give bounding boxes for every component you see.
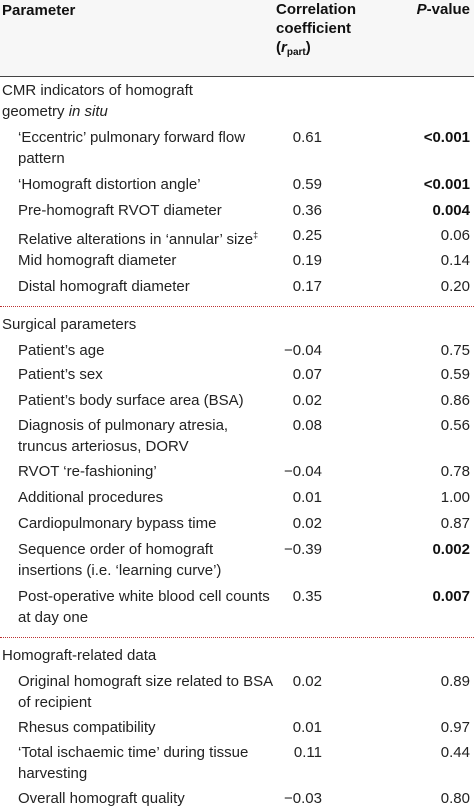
row-pvalue: 0.56 (440, 417, 470, 434)
row-label: Additional procedures (18, 489, 164, 506)
section-title-line1: Homograft-related data (2, 647, 157, 664)
row-label: RVOT ‘re-fashioning’ (18, 463, 157, 480)
row-label: Post-operative white blood cell counts a… (18, 588, 270, 626)
header-corr-line2: coefficient (276, 20, 352, 37)
row-label: Cardiopulmonary bypass time (18, 515, 217, 532)
row-correlation: −0.03 (284, 790, 322, 807)
row-pvalue: 0.14 (440, 252, 470, 269)
row-correlation: 0.36 (292, 202, 322, 219)
header-pvalue-rest: -value (426, 1, 470, 18)
section-title-line2: geometry in situ (2, 101, 193, 122)
row-pvalue: 0.007 (432, 588, 470, 605)
row-label: Mid homograft diameter (18, 252, 177, 269)
row-label: ‘Eccentric’ pulmonary forward flow patte… (18, 129, 246, 167)
row-correlation: 0.19 (292, 252, 322, 269)
footnote-mark: ‡ (253, 230, 259, 240)
section-title-surgical: Surgical parameters (2, 314, 136, 335)
row-label: Patient’s sex (18, 366, 103, 383)
row-label: ‘Homograft distortion angle’ (18, 176, 201, 193)
row-pvalue: 0.75 (440, 342, 470, 359)
section-divider (0, 306, 474, 307)
row-correlation: 0.61 (292, 129, 322, 146)
row-pvalue: 0.06 (440, 227, 470, 244)
section-title-line2b: in situ (68, 103, 108, 120)
row-pvalue: 0.20 (440, 278, 470, 295)
row-label: ‘Total ischaemic time’ during tissue har… (18, 744, 249, 782)
row-correlation: 0.02 (292, 515, 322, 532)
row-pvalue: 0.86 (440, 392, 470, 409)
header-pvalue-p: P (416, 1, 427, 18)
section-title-homograft: Homograft-related data (2, 645, 156, 666)
row-correlation: 0.11 (293, 744, 322, 761)
section-title-line1: CMR indicators of homograft (2, 82, 193, 99)
row-correlation: 0.35 (292, 588, 322, 605)
row-pvalue: 0.97 (440, 719, 470, 736)
row-label-text: Relative alterations in ‘annular’ size (18, 231, 254, 248)
header-corr-r: r (281, 39, 287, 56)
row-correlation: −0.04 (284, 463, 322, 480)
row-pvalue: 0.78 (440, 463, 470, 480)
section-title-cmr: CMR indicators of homograft geometry in … (2, 80, 193, 122)
section-title-line1: Surgical parameters (2, 316, 137, 333)
row-correlation: 0.59 (292, 176, 322, 193)
row-pvalue: 0.87 (440, 515, 470, 532)
row-pvalue: 0.002 (432, 541, 470, 558)
row-pvalue: <0.001 (423, 176, 470, 193)
row-correlation: 0.07 (292, 366, 322, 383)
row-correlation: −0.04 (284, 342, 322, 359)
row-pvalue: 0.004 (432, 202, 470, 219)
row-pvalue: 1.00 (440, 489, 470, 506)
row-label: Rhesus compatibility (18, 719, 156, 736)
row-pvalue: <0.001 (423, 129, 470, 146)
row-label: Patient’s age (18, 342, 105, 359)
section-divider (0, 637, 474, 638)
row-correlation: 0.01 (292, 719, 322, 736)
row-label: Pre-homograft RVOT diameter (18, 202, 222, 219)
row-label: Overall homograft quality (18, 790, 185, 807)
table-header: Parameter Correlation coefficient (rpart… (0, 0, 474, 77)
row-label: Relative alterations in ‘annular’ size‡ (18, 225, 280, 250)
row-correlation: 0.08 (292, 417, 322, 434)
header-correlation: Correlation coefficient (rpart) (276, 0, 426, 62)
row-label: Sequence order of homograft insertions (… (18, 541, 222, 579)
section-title-line2a: geometry (2, 103, 69, 120)
row-correlation: 0.01 (292, 489, 322, 506)
header-corr-sub: part (286, 47, 306, 58)
row-pvalue: 0.80 (440, 790, 470, 807)
row-label: Diagnosis of pulmonary atresia, truncus … (18, 417, 229, 455)
header-parameter: Parameter (2, 2, 76, 19)
header-corr-symbol: (rpart) (276, 39, 311, 58)
row-pvalue: 0.89 (440, 673, 470, 690)
row-label: Original homograft size related to BSA o… (18, 673, 273, 711)
row-pvalue: 0.44 (440, 744, 470, 761)
header-pvalue: P-value (417, 0, 470, 19)
header-corr-line1: Correlation (276, 1, 357, 18)
row-correlation: 0.02 (292, 392, 322, 409)
row-correlation: 0.25 (292, 227, 322, 244)
row-correlation: 0.17 (292, 278, 322, 295)
row-pvalue: 0.59 (440, 366, 470, 383)
row-correlation: 0.02 (292, 673, 322, 690)
row-correlation: −0.39 (284, 541, 322, 558)
row-label: Patient’s body surface area (BSA) (18, 392, 244, 409)
row-label: Distal homograft diameter (18, 278, 190, 295)
